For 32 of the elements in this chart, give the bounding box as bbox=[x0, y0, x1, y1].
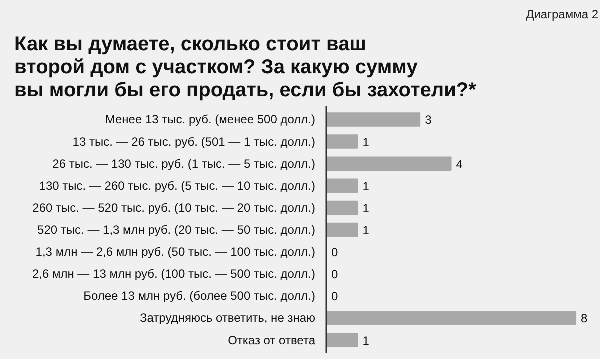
y-tick-label: 130 тыс. — 260 тыс. руб. (5 тыс. — 10 тыс. долл.) bbox=[39, 178, 316, 193]
data-label: 0 bbox=[332, 268, 338, 282]
data-label: 3 bbox=[425, 113, 432, 128]
bar bbox=[326, 134, 358, 149]
data-label: 1 bbox=[362, 224, 370, 238]
bar bbox=[326, 178, 358, 194]
bar bbox=[326, 333, 358, 348]
data-label: 1 bbox=[362, 135, 370, 150]
data-label: 0 bbox=[332, 246, 338, 260]
data-label: 0 bbox=[332, 290, 338, 304]
bar bbox=[326, 200, 358, 216]
bar bbox=[326, 156, 452, 171]
y-tick-label: 13 тыс. — 26 тыс. руб. (501 — 1 тыс. долл.) bbox=[72, 134, 316, 149]
chart-title: Как вы думаете, сколько стоит ваш второй дом с участком? За какую сумму вы могли бы его продать, если бы захотели?* bbox=[14, 33, 477, 102]
data-label: 1 bbox=[362, 179, 370, 194]
y-tick-label: 260 тыс. — 520 тыс. руб. (10 тыс. — 20 тыс. долл.) bbox=[32, 200, 316, 215]
data-label: 4 bbox=[456, 157, 464, 172]
y-tick-label: Отказ от ответа bbox=[228, 333, 316, 348]
y-tick-label: 520 тыс. — 1,3 млн руб. (20 тыс. — 50 тыс. долл.) bbox=[38, 223, 316, 237]
data-label: 8 bbox=[581, 312, 588, 326]
y-tick-label: 26 тыс. — 130 тыс. руб. (1 тыс. — 5 тыс. долл.) bbox=[52, 156, 316, 171]
data-label: 1 bbox=[362, 201, 370, 216]
data-label: 1 bbox=[362, 334, 370, 348]
text: Диаграмма 2 bbox=[526, 8, 599, 22]
bar bbox=[326, 112, 421, 127]
y-tick-label: Более 13 млн руб. (более 500 тыс. долл.) bbox=[84, 289, 316, 304]
y-tick-label: Менее 13 тыс. руб. (менее 500 долл.) bbox=[105, 112, 316, 127]
y-tick-label: 2,6 млн — 13 млн руб. (100 тыс. — 500 тыс. долл.) bbox=[32, 267, 316, 282]
bar bbox=[326, 311, 577, 326]
y-tick-label: Затрудняюсь ответить, не знаю bbox=[140, 311, 316, 326]
bar bbox=[326, 222, 358, 238]
y-tick-label: 1,3 млн — 2,6 млн руб. (50 тыс. — 100 тыс. долл.) bbox=[36, 245, 316, 260]
